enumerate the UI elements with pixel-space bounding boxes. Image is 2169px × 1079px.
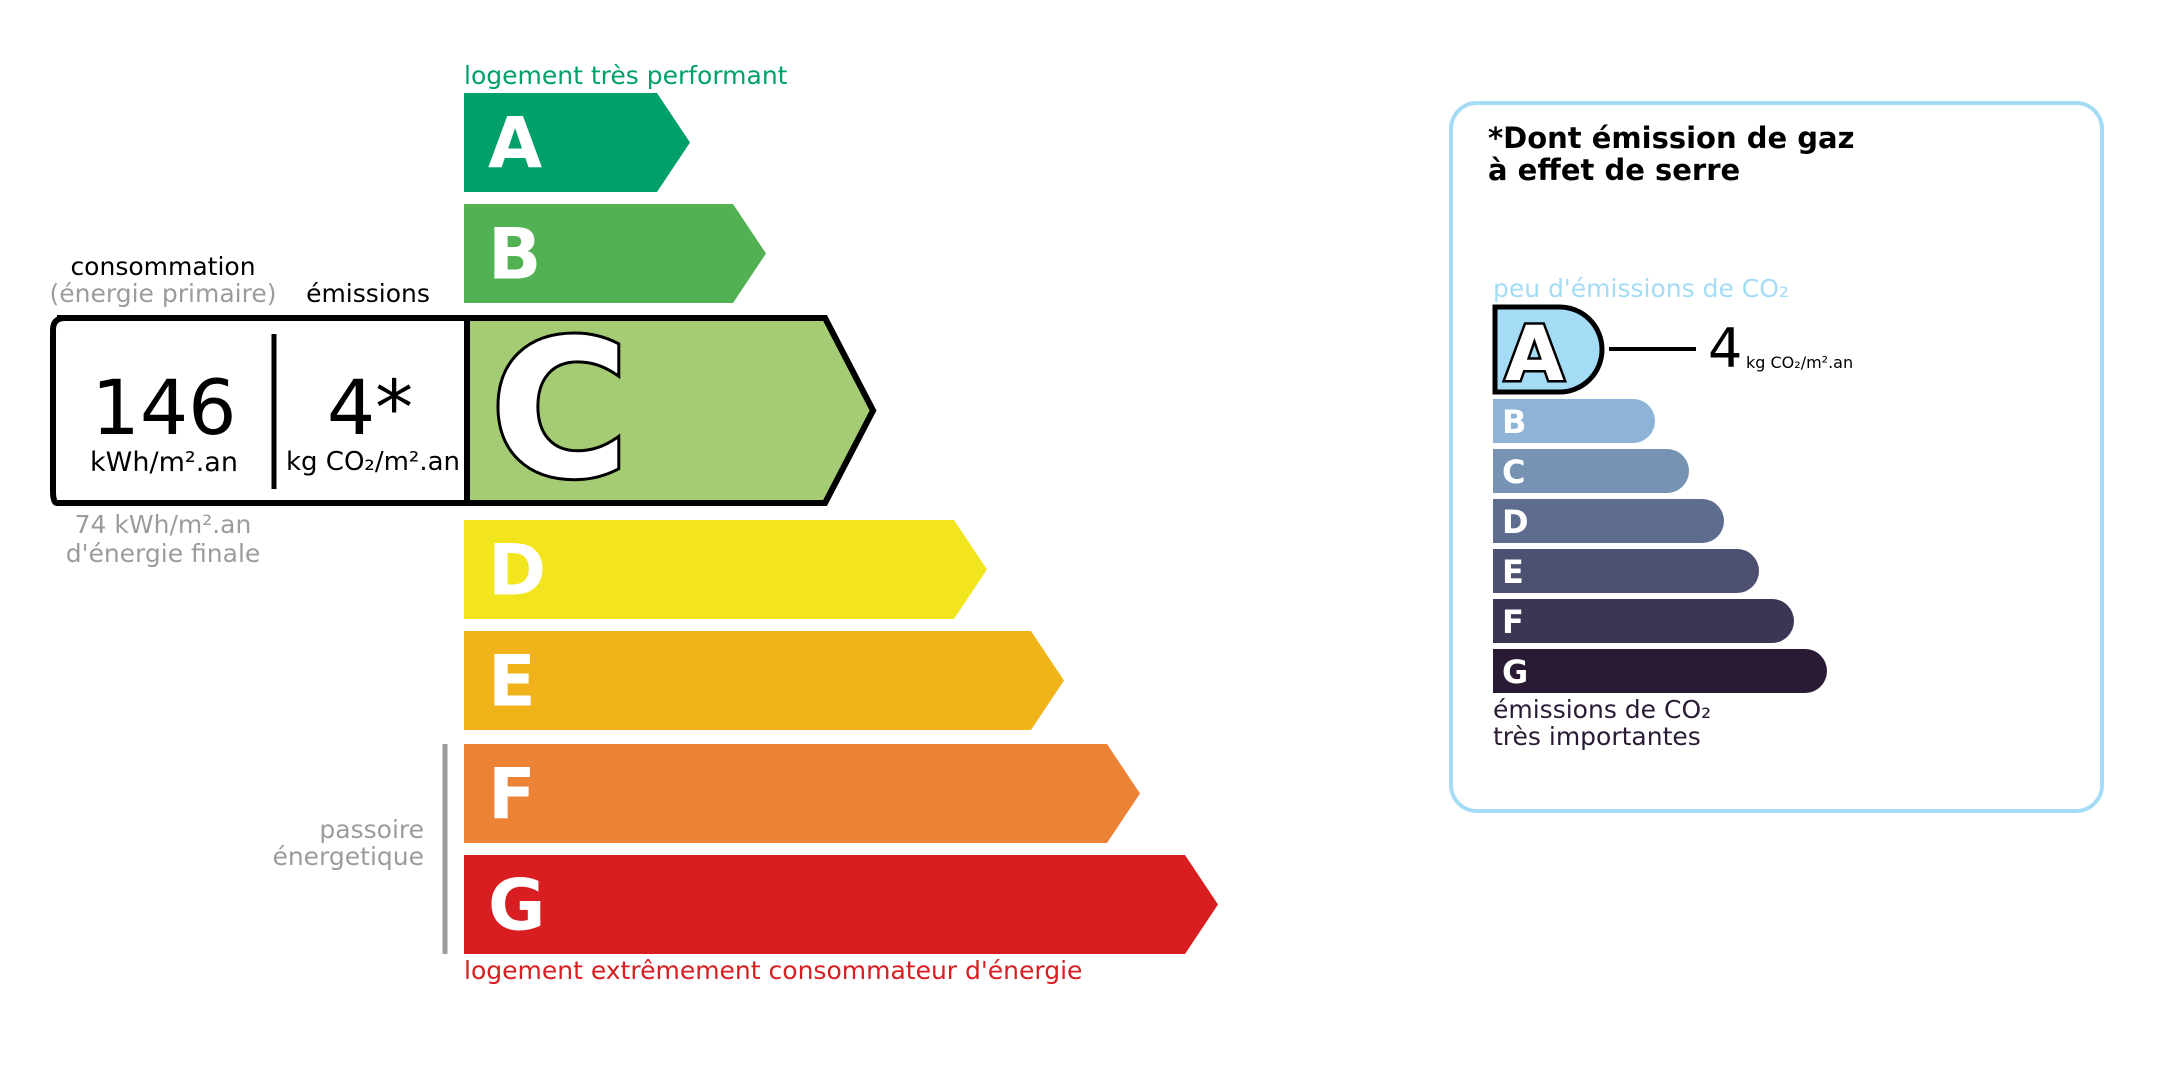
ges-class-C: C [1493, 449, 1689, 493]
energy-letter: C [490, 300, 629, 521]
ges-class-A: A [1492, 304, 1696, 401]
ges-letter: G [1502, 653, 1528, 691]
ges-class-D: D [1493, 499, 1724, 543]
ges-bottom-label-1: émissions de CO₂ [1493, 695, 1712, 724]
passoire-label-2: énergetique [272, 842, 424, 871]
ges-bar [1493, 449, 1689, 493]
energy-bar [464, 855, 1218, 954]
consumption-title: consommation [70, 252, 256, 281]
ges-bar [1493, 549, 1759, 593]
ges-letter: C [1502, 453, 1525, 491]
ges-top-label: peu d'émissions de CO₂ [1493, 274, 1789, 303]
ges-bar [1493, 599, 1794, 643]
ges-bar [1493, 399, 1655, 443]
emissions-title: émissions [306, 279, 430, 308]
energy-bar [464, 315, 877, 506]
ges-class-B: B [1493, 399, 1655, 443]
ges-class-F: F [1493, 599, 1794, 643]
final-energy-value: 74 kWh/m².an [74, 510, 252, 539]
energy-class-F: F [464, 744, 1140, 843]
ges-bottom-label-2: très importantes [1493, 722, 1701, 751]
passoire-label-1: passoire [319, 815, 424, 844]
ges-bar [1493, 649, 1827, 693]
emissions-value: 4* [326, 363, 414, 452]
ges-letter: B [1502, 403, 1526, 441]
energy-bar [464, 93, 690, 192]
energy-class-A: A [464, 93, 690, 192]
final-energy-label: d'énergie finale [65, 539, 261, 568]
ges-letter: A [1505, 309, 1564, 398]
energy-class-G: G [464, 855, 1218, 954]
consumption-value: 146 [91, 363, 237, 452]
energy-class-C: C [50, 297, 877, 524]
energy-bar [464, 744, 1140, 843]
ges-title-2: à effet de serre [1488, 153, 1741, 187]
energy-letter: E [488, 641, 536, 723]
ges-letter: E [1502, 553, 1524, 591]
ges-class-G: G [1493, 649, 1827, 693]
ges-letter: F [1502, 603, 1524, 641]
energy-class-B: B [464, 204, 766, 303]
consumption-unit: kWh/m².an [90, 447, 238, 478]
ges-bar [1492, 304, 1605, 395]
energy-bar [464, 204, 766, 303]
energy-top-label: logement très performant [464, 61, 788, 90]
ges-value: 4 [1708, 317, 1743, 380]
ges-panel [1449, 101, 2104, 813]
energy-letter: G [488, 865, 545, 947]
ges-class-E: E [1493, 549, 1759, 593]
energy-letter: A [488, 103, 542, 185]
ges-letter: D [1502, 503, 1529, 541]
ges-bar [1493, 499, 1724, 543]
energy-class-D: D [464, 520, 987, 619]
energy-letter: B [488, 214, 541, 296]
energy-bar [464, 520, 987, 619]
energy-bar [464, 631, 1064, 730]
ges-unit: kg CO₂/m².an [1746, 353, 1854, 372]
energy-letter: F [488, 754, 536, 836]
energy-bottom-label: logement extrêmement consommateur d'éner… [464, 956, 1083, 985]
ges-title-1: *Dont émission de gaz [1488, 121, 1855, 155]
emissions-unit: kg CO₂/m².an [285, 447, 461, 477]
consumption-subtitle: (énergie primaire) [49, 279, 277, 308]
energy-class-E: E [464, 631, 1064, 730]
energy-letter: D [488, 530, 546, 612]
